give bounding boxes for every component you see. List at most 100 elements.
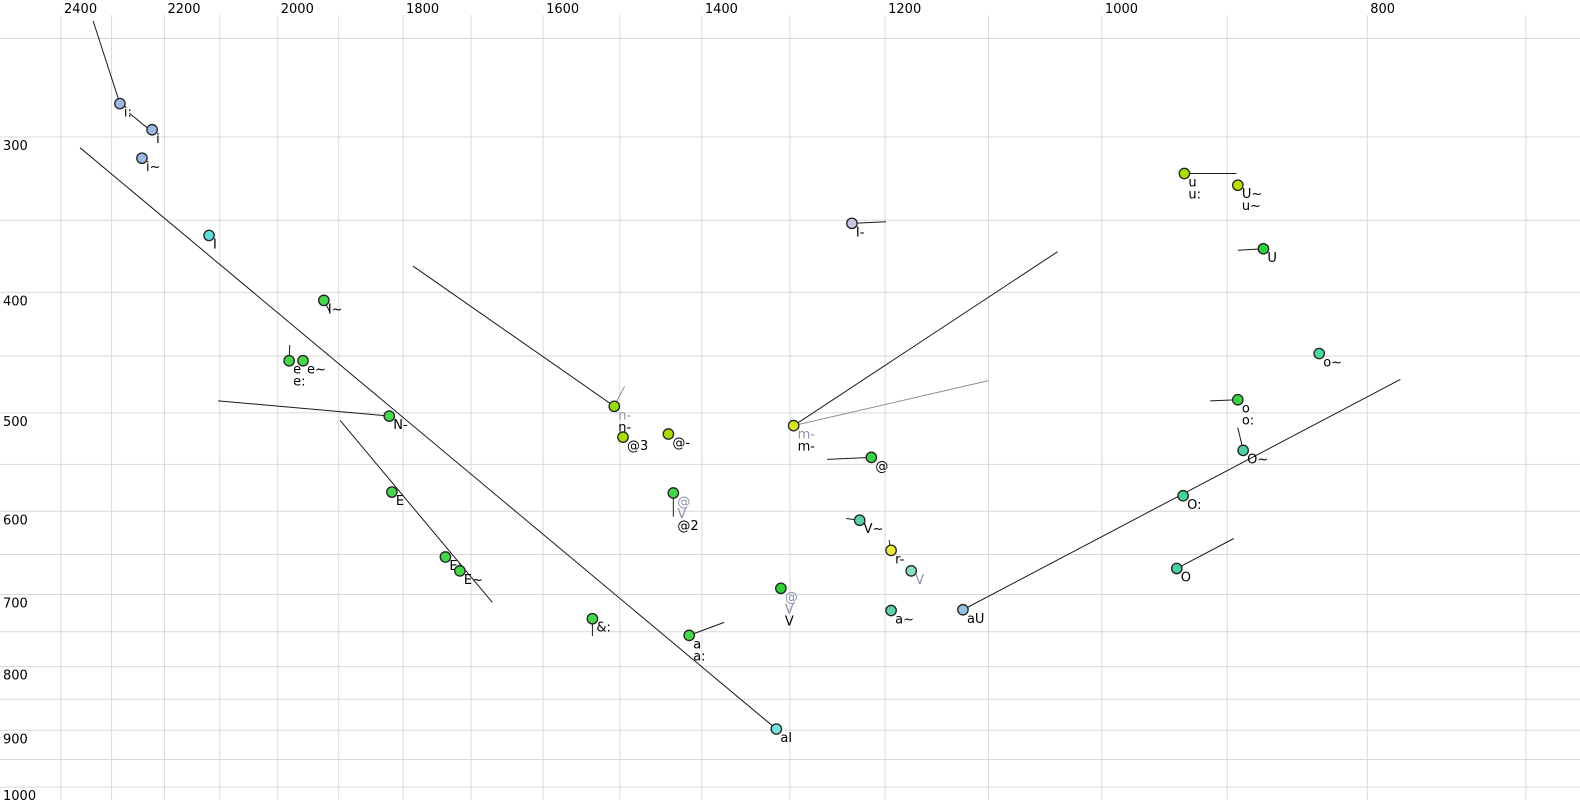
- point-label-O-long: O:: [1187, 498, 1201, 513]
- data-point-I: [203, 229, 215, 242]
- point-label-U-nasal: u~: [1242, 199, 1261, 214]
- data-point-aI: [770, 723, 783, 735]
- data-point-i: [146, 123, 158, 136]
- point-label-r-: r-: [895, 552, 905, 567]
- point-label-schwa-: @-: [672, 436, 690, 451]
- point-label-e-nasal: e~: [307, 363, 326, 378]
- point-label-o-nasal: o~: [1323, 356, 1342, 371]
- data-point-V: [775, 582, 787, 595]
- data-point-r-: [885, 544, 897, 557]
- data-point-O: [1170, 562, 1183, 575]
- y-axis-tick-label: 800: [3, 669, 28, 684]
- point-label-i-long: i:: [124, 106, 132, 121]
- data-point-N-: [383, 410, 396, 422]
- data-point-V-nasal: [853, 514, 866, 527]
- data-point-V-gray: [905, 565, 918, 577]
- data-point-amp-long: [586, 612, 599, 625]
- x-axis-tick-label: 2000: [281, 2, 314, 17]
- point-label-V: V: [785, 614, 794, 629]
- point-label-I-nasal: I~: [328, 302, 343, 317]
- point-label-n-: n-: [618, 408, 631, 423]
- x-axis-tick-label: 1800: [406, 2, 439, 17]
- point-label-schwa3: @3: [627, 439, 648, 454]
- x-axis-tick-label: 800: [1370, 2, 1395, 17]
- point-label-i-nasal: i~: [146, 160, 161, 175]
- point-label-schwa2: V: [677, 507, 686, 522]
- data-point-o: [1231, 393, 1244, 406]
- data-point-E-nasal: [454, 565, 466, 577]
- data-point-u: [1178, 167, 1191, 180]
- point-label-a: a:: [693, 649, 705, 664]
- point-label-E-nasal: E~: [464, 573, 483, 588]
- point-label-schwa2: @: [677, 495, 690, 510]
- trajectory-line: [793, 251, 1058, 427]
- point-label-u: u: [1188, 176, 1196, 191]
- point-label-m-: m-: [798, 428, 816, 443]
- point-label-V: @: [785, 590, 798, 605]
- trajectory-line: [689, 621, 725, 636]
- point-label-I: I: [213, 237, 217, 252]
- point-label-amp-long: &:: [596, 621, 611, 636]
- point-label-V: V: [785, 602, 794, 617]
- data-point-schwa-: [662, 428, 675, 440]
- data-point-I-nasal: [317, 294, 330, 307]
- point-label-i: i: [156, 132, 160, 147]
- data-point-E-long: [439, 551, 452, 563]
- point-label-o: o:: [1242, 414, 1254, 429]
- data-point-O-nasal: [1237, 444, 1250, 457]
- point-label-E: E: [396, 494, 404, 509]
- y-axis-tick-label: 600: [3, 513, 28, 528]
- data-point-i-nasal: [136, 152, 148, 165]
- data-point-i-long: [114, 97, 126, 110]
- point-label-aU: aU: [967, 612, 984, 627]
- data-point-aU: [957, 603, 969, 616]
- x-axis-tick-label: 1600: [546, 2, 579, 17]
- trajectory-line: [92, 20, 121, 104]
- trajectory-line: [827, 456, 872, 460]
- trajectory-line: [218, 400, 390, 417]
- x-axis-tick-label: 1200: [888, 2, 921, 17]
- y-axis-tick-label: 900: [3, 732, 28, 747]
- x-axis-tick-label: 2200: [167, 2, 200, 17]
- x-axis-tick-label: 1400: [705, 2, 738, 17]
- data-point-e-nasal: [297, 354, 309, 367]
- data-point-schwa2: [667, 487, 680, 499]
- point-label-schwa: @: [875, 459, 888, 474]
- data-point-schwa: [865, 451, 878, 464]
- point-label-e: e:: [293, 375, 305, 390]
- y-axis-tick-label: 300: [3, 139, 28, 154]
- point-label-N-: N-: [393, 418, 408, 433]
- point-label-O-nasal: O~: [1247, 452, 1268, 467]
- data-point-U: [1257, 242, 1270, 255]
- data-point-a-nasal: [885, 604, 897, 617]
- point-label-schwa2: @2: [677, 519, 698, 534]
- data-point-e: [283, 354, 295, 367]
- point-label-aI: aI: [780, 731, 792, 746]
- data-point-U-nasal: [1231, 179, 1244, 192]
- data-point-n-: [608, 400, 621, 413]
- data-point-schwa3: [617, 431, 629, 443]
- point-label-I-: I-: [856, 225, 865, 240]
- data-point-O-long: [1177, 489, 1189, 502]
- trajectory-line: [128, 112, 148, 129]
- point-label-V-nasal: V~: [864, 522, 884, 537]
- point-label-O: O: [1181, 570, 1191, 585]
- trajectory-line: [793, 380, 989, 427]
- point-label-V-gray: V: [915, 573, 924, 588]
- data-point-I-: [846, 217, 858, 230]
- trajectory-line: [79, 147, 777, 730]
- y-axis-tick-label: 500: [3, 415, 28, 430]
- point-label-o: o: [1242, 402, 1250, 417]
- trajectory-line: [339, 420, 493, 603]
- point-label-e: e: [293, 363, 301, 378]
- point-label-U-nasal: U~: [1242, 187, 1262, 202]
- data-point-o-nasal: [1313, 347, 1326, 360]
- point-label-U: U: [1267, 251, 1277, 266]
- y-axis-tick-label: 1000: [3, 789, 36, 800]
- y-axis-tick-label: 400: [3, 294, 28, 309]
- trajectory-line: [412, 265, 615, 407]
- point-label-a: a: [693, 637, 701, 652]
- x-axis-tick-label: 1000: [1105, 2, 1138, 17]
